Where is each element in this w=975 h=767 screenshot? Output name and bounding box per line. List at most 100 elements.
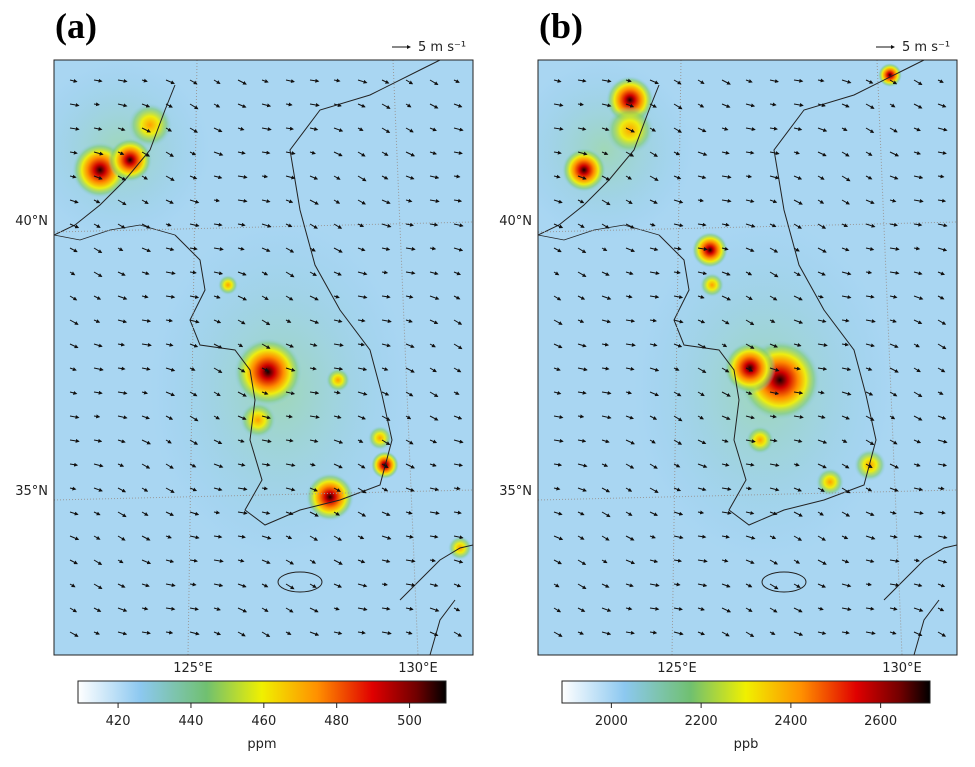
wind-arrow [405,534,414,539]
wind-arrow [309,390,320,395]
wind-arrow [285,199,294,204]
map-panel: (b) 5 m s⁻¹ 40°N 35°N 125°E 130°E 2000 2200 2400… [499,6,958,752]
wind-arrow [261,559,271,564]
wind-arrow [453,583,462,588]
wind-arrow [577,463,588,468]
wind-arrow [769,463,780,468]
wind-arrow [309,271,317,276]
wind-arrow [405,246,416,251]
wind-arrow [117,103,128,108]
wind-arrow [93,102,100,107]
wind-arrow [93,295,102,300]
wind-arrow [237,150,246,155]
wind-arrow [357,439,364,443]
wind-arrow [577,487,587,492]
wind-arrow [913,343,920,348]
wind-arrow [793,127,803,131]
wind-arrow [333,415,342,419]
wind-arrow [601,199,611,206]
wind-arrow [745,295,753,301]
wind-arrow [453,198,463,203]
wind-arrow [673,343,683,348]
wind-arrow [793,319,804,324]
wind-arrow [333,487,341,492]
wind-arrow [889,510,897,515]
wind-arrow [913,319,923,324]
wind-arrow [117,175,127,181]
wind-arrow [793,295,803,301]
wind-arrow [553,415,564,419]
wind-arrow [213,294,221,299]
wind-arrow [553,607,562,613]
wind-arrow [769,511,778,516]
wind-arrow [913,79,923,86]
wind-arrow [165,534,172,539]
wind-arrow [333,535,342,541]
wind-arrow [453,223,464,228]
wind-arrow [213,487,223,492]
graticule [54,489,473,501]
wind-arrow [429,367,437,373]
wind-arrow [865,415,875,421]
concentration-hotspot [816,468,844,496]
border [54,224,176,241]
wind-arrow [429,558,436,563]
wind-arrow [865,223,876,228]
wind-arrow [625,127,635,133]
wind-arrow [745,559,755,564]
wind-arrow [913,175,924,180]
wind-arrow [817,271,826,276]
wind-arrow [357,535,365,540]
wind-arrow [625,223,635,229]
wind-arrow [117,223,126,229]
wind-arrow [625,390,633,395]
wind-arrow [333,583,343,588]
border [538,224,660,241]
wind-arrow [189,487,198,492]
wind-arrow [405,103,412,108]
wind-arrow [93,414,101,419]
wind-arrow [381,463,389,469]
wind-arrow [625,606,633,611]
wind-arrow [649,103,657,108]
wind-arrow [577,607,586,612]
wind-arrow [141,630,151,635]
wind-arrow [69,319,79,325]
wind-arrow [817,223,827,229]
wind-arrow [913,391,923,398]
wind-arrow [793,343,802,347]
wind-arrow [865,319,876,324]
wind-arrow [601,223,610,229]
wind-arrow [309,343,318,347]
concentration-hotspot [746,426,774,454]
wind-arrow [405,127,414,133]
wind-arrow [429,343,436,348]
wind-arrow [261,319,271,326]
wind-arrow [309,247,316,252]
wind-arrow [453,463,464,467]
map [538,60,957,655]
wind-arrow [769,367,780,372]
wind-arrow [237,343,244,348]
wind-arrow [381,103,391,109]
wind-arrow [841,535,849,540]
wind-arrow [937,127,948,132]
wind-arrow [117,319,128,324]
wind-arrow [625,415,634,420]
wind-arrow [793,631,804,636]
wind-arrow [769,535,777,540]
wind-arrow [553,199,563,204]
wind-arrow [889,198,897,203]
wind-arrow [889,367,899,373]
wind-arrow [601,607,612,612]
wind-arrow [841,630,850,635]
wind-arrow [793,414,804,419]
wind-arrow [769,438,778,443]
wind-arrow [721,198,732,203]
wind-arrow [381,247,391,251]
wind-arrow [697,391,705,397]
wind-arrow [285,391,296,396]
wind-arrow [429,415,439,421]
lon-label: 130°E [882,661,922,676]
wind-arrow [601,175,611,181]
